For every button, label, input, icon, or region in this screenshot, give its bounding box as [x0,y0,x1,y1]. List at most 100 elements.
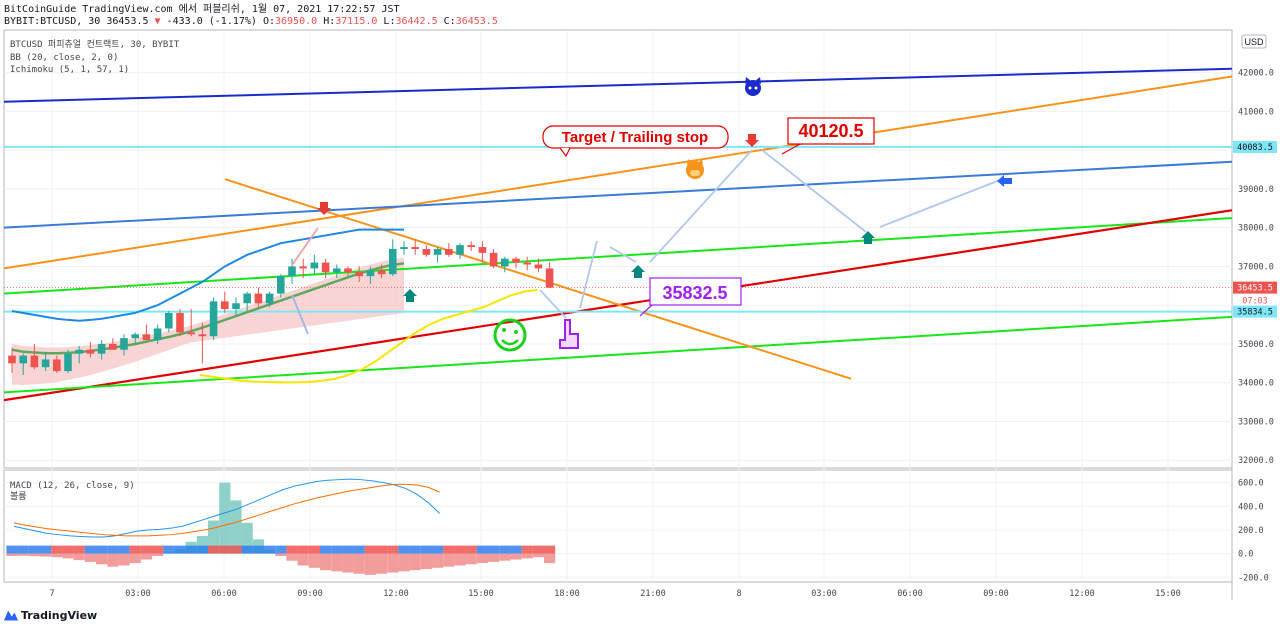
macd-zero-bar [387,545,399,554]
macd-histogram-bar [241,522,253,554]
legend-macd: MACD (12, 26, close, 9) [10,481,135,491]
macd-zero-bar [118,545,130,554]
macd-histogram-bar [62,553,74,559]
price-badge [1233,305,1277,318]
macd-zero-bar [510,545,522,554]
x-tick-label: 03:00 [125,589,151,599]
x-tick-label: 06:00 [211,589,237,599]
macd-zero-bar [532,545,544,554]
x-tick-label: 12:00 [1069,589,1095,599]
x-tick-label: 21:00 [640,589,666,599]
legend-bb: BB (20, close, 2, 0) [10,53,118,63]
tradingview-logo: TradingView [4,609,97,622]
macd-zero-bar [409,545,421,554]
macd-zero-bar [286,545,298,554]
projection-arrow [539,289,567,319]
currency-button[interactable] [1241,34,1267,49]
support-price-callout[interactable]: 35832.5 [639,277,742,317]
low-label: L: [383,16,396,27]
candle [19,355,27,364]
x-tick-label: 06:00 [897,589,923,599]
macd-zero-bar [196,545,208,554]
y-tick-label: 39000.0 [1238,185,1274,195]
x-tick-label: 8 [736,589,741,599]
macd-zero-bar [488,545,500,554]
macd-zero-bar [342,545,354,554]
close-value: 36453.5 [455,16,498,27]
candle [456,245,464,255]
macd-histogram-bar [510,553,522,560]
publish-info: BitCoinGuide TradingView.com 에서 퍼블리쉬, 1월… [4,4,400,15]
macd-zero-bar [264,545,276,554]
projection-arrow [291,294,309,335]
macd-histogram-bar [476,553,488,564]
macd-zero-bar [454,545,466,554]
candle [512,258,520,263]
candle [232,303,240,310]
ichimoku-lagging-line [199,288,538,384]
macd-zero-bar [252,545,264,554]
macd-histogram-bar [499,553,511,561]
last-price: 36453.5 [106,16,149,27]
candle [41,359,50,368]
y-tick-label: 35000.0 [1238,340,1274,350]
macd-histogram-bar [331,553,343,572]
macd-histogram-bar [443,553,455,567]
macd-histogram-bar [196,535,208,554]
candle [501,258,509,267]
trend-line [224,178,852,380]
macd-tick-label: 200.0 [1238,526,1264,536]
price-badge [1233,281,1277,294]
open-value: 36950.0 [275,16,318,27]
price-badge-label: 35834.5 [1237,308,1273,318]
candle [75,349,83,354]
macd-zero-bar [398,545,410,554]
countdown-badge-label: 07:03 [1242,297,1268,307]
macd-zero-bar [476,545,488,554]
trend-line [4,75,1232,270]
sell-arrow-icon [745,134,759,147]
y-tick-label: 37000.0 [1238,262,1274,272]
macd-histogram-bar [353,553,365,574]
macd-histogram-bar [398,553,410,572]
macd-histogram-bar [376,553,388,574]
symbol-label: BYBIT:BTCUSD, 30 [4,16,101,27]
y-tick-label: 41000.0 [1238,107,1274,117]
main-pane [4,67,1232,402]
candle [120,338,128,350]
candle [433,249,442,255]
macd-zero-bar [432,545,444,554]
candle [53,359,61,372]
candle [478,247,487,253]
candle [131,334,139,339]
macd-zero-bar [163,545,175,554]
candle [411,247,419,249]
down-arrow-icon: ▼ [154,16,161,27]
macd-zero-bar [521,545,533,554]
candle [400,247,408,249]
macd-zero-bar [465,545,477,554]
legend-macd-sub: 볼륨 [10,491,27,502]
buy-arrow-icon [403,289,417,302]
low-value: 36442.5 [395,16,438,27]
macd-histogram-bar [465,553,477,565]
macd-histogram-bar [107,553,119,567]
sell-arrow-icon [317,202,331,215]
open-label: O: [262,16,275,27]
x-tick-label: 12:00 [383,589,409,599]
candle [321,262,330,273]
x-tick-label: 09:00 [983,589,1009,599]
y-tick-label: 32000.0 [1238,456,1274,466]
macd-histogram-bar [6,553,18,556]
macd-histogram-bar [342,553,354,573]
x-tick-label: 15:00 [1155,589,1181,599]
target-callout[interactable]: Target / Trailing stop [542,125,729,158]
candle [221,301,229,310]
candle [545,268,554,288]
candle [64,353,72,372]
target-price-callout[interactable]: 40120.5 [781,117,875,155]
macd-histogram-bar [84,553,96,562]
candle [344,268,352,273]
target-price: 40120.5 [798,121,863,141]
